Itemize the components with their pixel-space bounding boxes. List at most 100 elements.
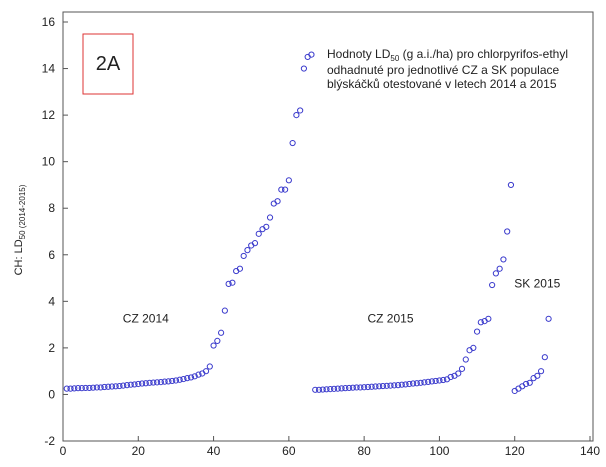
y-tick-label: 10 [42, 155, 56, 169]
point [526, 379, 533, 386]
point [90, 384, 97, 391]
point [278, 186, 285, 193]
point [127, 381, 134, 388]
point [184, 375, 191, 382]
point [319, 386, 326, 393]
point [187, 374, 195, 381]
y-tick-label: 6 [48, 248, 55, 262]
x-tick-label: 120 [505, 444, 525, 458]
point [210, 342, 217, 349]
point [507, 181, 515, 189]
x-tick-label: 40 [207, 444, 221, 458]
point [180, 375, 187, 383]
point [489, 281, 496, 289]
label-box [82, 33, 134, 95]
y-tick-label: 8 [48, 201, 55, 215]
point [357, 384, 364, 391]
point [338, 385, 345, 392]
point [496, 265, 503, 272]
point [63, 385, 70, 392]
point [297, 107, 304, 114]
annotation: blýskáčků otestované v letech 2014 a 201… [327, 77, 557, 91]
point [455, 370, 462, 377]
point [308, 51, 315, 58]
point [221, 307, 228, 314]
point [82, 384, 89, 392]
point [229, 279, 236, 286]
point [364, 383, 372, 391]
point [169, 377, 176, 385]
point [376, 383, 383, 390]
point [537, 368, 545, 375]
x-tick-label: 20 [132, 444, 146, 458]
point [101, 383, 108, 391]
point [67, 385, 74, 392]
point [300, 65, 308, 72]
point [138, 380, 146, 387]
point [236, 265, 244, 272]
point [383, 382, 390, 389]
x-tick-label: 100 [429, 444, 449, 458]
x-tick-label: 80 [357, 444, 371, 458]
y-tick-label: 0 [48, 387, 55, 401]
point [285, 177, 292, 184]
point [218, 329, 225, 336]
annotation-text: (g a.i./ha) pro chlorpyrifos-ethyl [399, 47, 568, 61]
point [500, 256, 507, 263]
point [440, 376, 447, 384]
point [195, 371, 202, 378]
point [154, 379, 161, 386]
point [473, 328, 481, 335]
annotation-text: Hodnoty LD [327, 47, 391, 61]
point [157, 379, 164, 386]
point [93, 384, 100, 391]
annotation: Hodnoty LD50 (g a.i./ha) pro chlorpyrifo… [327, 47, 568, 63]
point [176, 376, 183, 383]
point [327, 385, 334, 393]
point [225, 280, 232, 287]
point [485, 315, 492, 322]
point [470, 344, 477, 351]
point [202, 368, 210, 375]
point [345, 384, 353, 392]
point [361, 384, 368, 391]
point [161, 378, 168, 385]
y-tick-label: 12 [42, 108, 56, 122]
point [545, 315, 552, 322]
point [240, 252, 247, 260]
point [368, 383, 375, 390]
point [289, 139, 296, 147]
point [391, 382, 398, 389]
point [251, 240, 259, 247]
point [172, 377, 180, 384]
point [74, 385, 82, 392]
y-tick-label: 14 [42, 62, 56, 76]
y-label-sub: 50 (2014-2015) [18, 184, 27, 239]
point [120, 382, 127, 389]
y-label-text: CH: LD [13, 239, 25, 275]
point [112, 383, 119, 390]
point [394, 382, 402, 389]
point [266, 214, 274, 221]
point [123, 382, 131, 389]
point [146, 379, 153, 386]
point [142, 380, 149, 387]
point [191, 373, 198, 380]
point [293, 112, 300, 119]
point [432, 377, 439, 385]
point [425, 378, 432, 385]
x-tick-label: 140 [580, 444, 600, 458]
point [492, 270, 499, 277]
point [214, 337, 221, 345]
point [372, 383, 379, 390]
y-tick-label: 2 [48, 341, 55, 355]
point [131, 381, 138, 388]
point [462, 356, 469, 363]
annotation: odhadnuté pro jednotlivé CZ a SK populac… [327, 63, 559, 77]
point [97, 384, 104, 391]
point [409, 380, 417, 387]
point [334, 385, 341, 392]
point [447, 373, 454, 381]
point [281, 186, 289, 193]
